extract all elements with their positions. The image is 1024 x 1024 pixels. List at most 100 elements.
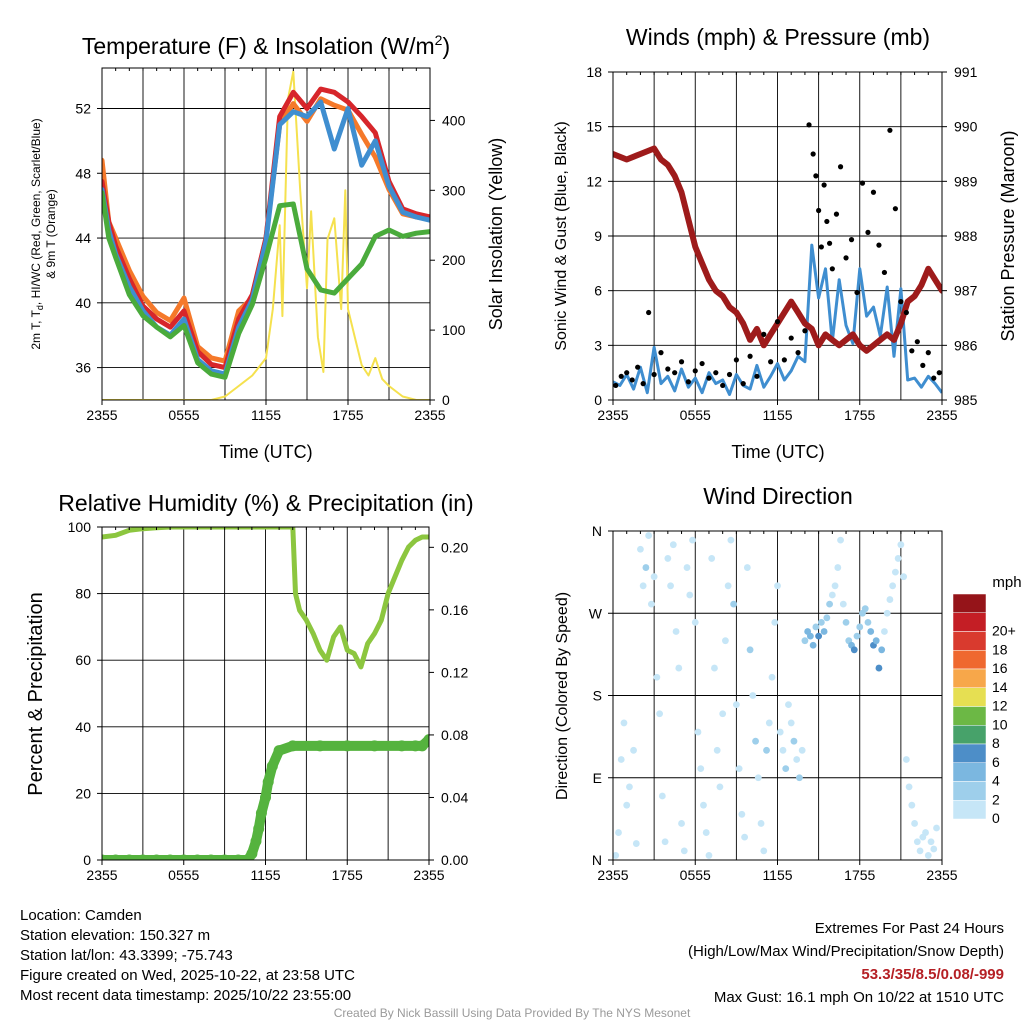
wind-rtick-label: 987: [954, 283, 978, 299]
colorbar-swatch: [952, 800, 987, 820]
gust-point: [854, 289, 860, 296]
direction-title: Wind Direction: [703, 483, 853, 509]
gust-point: [859, 180, 866, 186]
humidity-series: [102, 527, 429, 860]
rh-xtick-label: 0555: [168, 867, 199, 883]
direction-point: [661, 838, 669, 846]
wind-ytick-label: 0: [594, 392, 602, 408]
gust-point: [713, 370, 719, 376]
temp-series-td: [102, 190, 430, 380]
direction-point: [809, 641, 817, 649]
temp-xtick-label: 2355: [414, 407, 445, 423]
direction-point: [738, 810, 746, 818]
wind-xtick-label: 1755: [844, 407, 875, 423]
precip-point: [260, 791, 271, 803]
gust-point: [837, 164, 844, 170]
wind-xtick-label: 0555: [680, 407, 711, 423]
direction-point: [853, 632, 861, 640]
direction-point: [839, 600, 847, 608]
direction-point: [689, 536, 696, 544]
precip-point: [110, 854, 122, 860]
direction-point: [656, 710, 664, 718]
precip-point: [137, 854, 149, 860]
gust-point: [618, 373, 624, 379]
direction-point: [864, 618, 872, 626]
gust-point: [646, 309, 652, 316]
direction-point: [913, 838, 921, 846]
direction-point: [905, 783, 913, 791]
rh-rtick-label: 0.04: [441, 789, 468, 805]
temp-ytick-label: 40: [75, 295, 91, 311]
direction-point: [793, 756, 801, 763]
direction-point: [702, 829, 710, 836]
direction-point: [823, 614, 831, 622]
temp-ytick-label: 44: [75, 230, 91, 246]
gust-point: [802, 328, 808, 334]
dir-ytick-label: S: [593, 688, 602, 704]
gust-point: [706, 375, 712, 381]
dir-xtick-label: 2355: [926, 867, 957, 883]
direction-point: [801, 637, 809, 645]
direction-point: [785, 701, 792, 709]
direction-point: [746, 646, 754, 654]
recent-timestamp: Most recent data timestamp: 2025/10/22 2…: [20, 987, 352, 1004]
rh-xtick-label: 2355: [413, 867, 444, 883]
direction-point: [730, 600, 738, 608]
wind-rtick-label: 986: [954, 337, 978, 353]
humidity-panel: Relative Humidity (%) & Precipitation (i…: [25, 490, 474, 883]
direction-point: [694, 728, 702, 736]
direction-point: [650, 573, 658, 581]
direction-point: [930, 845, 938, 853]
gust-point: [658, 350, 664, 356]
direction-point: [883, 609, 891, 617]
temp-xtick-label: 0555: [168, 407, 199, 423]
precip-point: [266, 760, 278, 772]
temperature-xlabel: Time (UTC): [219, 442, 312, 462]
gust-point: [931, 375, 937, 381]
precip-point: [102, 854, 108, 860]
extremes-title: Extremes For Past 24 Hours: [814, 920, 1004, 937]
direction-point: [812, 623, 820, 631]
gust-point: [824, 218, 830, 225]
winds-panel: Winds (mph) & Pressure (mb) 2355 0555 1155…: [553, 24, 1018, 462]
colorbar-label: 4: [992, 773, 1000, 789]
gust-point: [629, 377, 635, 383]
gust-point: [848, 237, 855, 243]
direction-series: [613, 532, 940, 859]
direction-point: [664, 555, 672, 562]
gust-point: [833, 211, 840, 217]
precip-point: [151, 854, 162, 860]
gust-point: [818, 244, 824, 250]
temp-series-solar-insolation: [102, 70, 430, 400]
precip-point: [253, 823, 265, 835]
rh-rtick-label: 0.08: [441, 727, 468, 743]
gust-point: [747, 353, 753, 359]
direction-point: [617, 756, 625, 763]
dir-ytick-label: N: [592, 523, 602, 539]
rh-series-line: [102, 527, 429, 670]
direction-point: [765, 719, 773, 727]
colorbar-swatch: [952, 687, 987, 707]
direction-point: [872, 637, 880, 645]
winds-ylabel: Sonic Wind & Gust (Blue, Black): [553, 121, 570, 350]
humidity-title: Relative Humidity (%) & Precipitation (i…: [58, 490, 473, 516]
direction-point: [760, 847, 768, 855]
rh-rtick-label: 0.20: [441, 539, 468, 555]
temperature-ylabel: 2m T, Td, HI/WC (Red, Green, Scarlet/Blu…: [29, 118, 45, 349]
direction-grid: [613, 531, 942, 860]
wind-ytick-label: 18: [586, 64, 602, 80]
gust-point: [774, 319, 781, 325]
gust-point: [821, 182, 827, 188]
gust-point: [898, 299, 904, 305]
figure-created: Figure created on Wed, 2025-10-22, at 23…: [20, 967, 355, 984]
rh-ytick-label: 100: [68, 519, 92, 535]
dir-xtick-label: 1155: [762, 867, 792, 883]
direction-point: [796, 774, 803, 782]
direction-point: [881, 628, 888, 635]
rh-rtick-label: 0.16: [441, 602, 468, 618]
temp-series-hi-wc: [102, 99, 430, 377]
direction-point: [722, 637, 729, 645]
gust-point: [887, 127, 893, 133]
colorbar-label: 8: [992, 735, 1000, 751]
gust-point: [865, 229, 871, 235]
